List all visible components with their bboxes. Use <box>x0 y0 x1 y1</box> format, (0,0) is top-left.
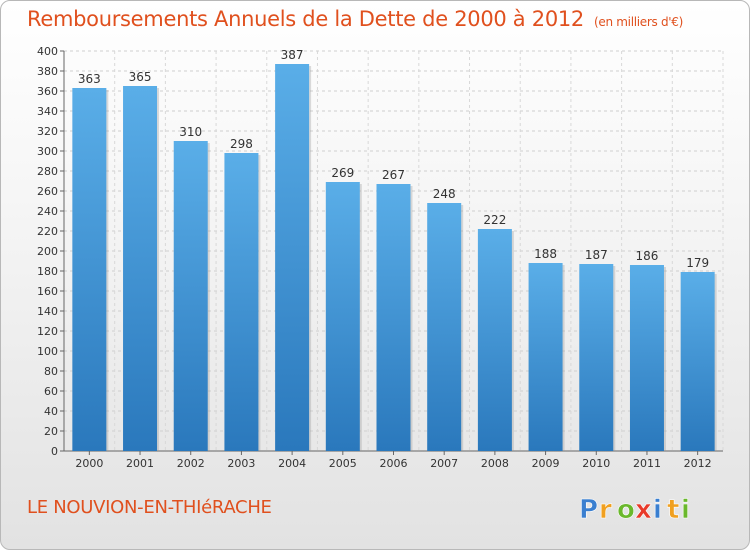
x-tick-label: 2007 <box>430 457 458 470</box>
x-tick-label: 2004 <box>278 457 306 470</box>
bar-2001 <box>123 86 158 451</box>
bar-2004 <box>275 64 310 451</box>
bar-2006 <box>376 184 411 451</box>
logo-letter: t <box>667 495 679 525</box>
y-tick-label: 320 <box>37 125 58 138</box>
x-tick-label: 2011 <box>633 457 661 470</box>
bar-2005 <box>325 182 360 451</box>
data-label: 179 <box>686 256 709 270</box>
x-tick-label: 2006 <box>380 457 408 470</box>
data-labels: 363 365 310 298 387 269 267 248 222 188 187 186 179 <box>78 48 709 270</box>
y-tick-label: 380 <box>37 65 58 78</box>
y-tick-label: 20 <box>44 425 58 438</box>
x-tick-label: 2002 <box>177 457 205 470</box>
data-label: 248 <box>433 187 456 201</box>
bar-2010 <box>579 264 614 451</box>
data-label: 310 <box>179 125 202 139</box>
y-tick-label: 220 <box>37 225 58 238</box>
y-tick-label: 60 <box>44 385 58 398</box>
x-tick-label: 2012 <box>684 457 712 470</box>
chart-title: Remboursements Annuels de la Dette de 20… <box>27 7 683 31</box>
y-tick-label: 140 <box>37 305 58 318</box>
chart-title-text: Remboursements Annuels de la Dette de 20… <box>27 7 584 31</box>
y-tick-label: 340 <box>37 105 58 118</box>
logo-letter: o <box>617 495 635 525</box>
bar-2002 <box>173 141 208 451</box>
bar-2008 <box>477 229 512 451</box>
y-tick-label: 80 <box>44 365 58 378</box>
bar-2009 <box>528 263 563 451</box>
y-tick-label: 360 <box>37 85 58 98</box>
x-tick-label: 2009 <box>532 457 560 470</box>
data-label: 187 <box>585 248 608 262</box>
bar-2000 <box>72 88 107 451</box>
logo-letter: i <box>653 495 662 525</box>
data-label: 188 <box>534 247 557 261</box>
x-tick-label: 2005 <box>329 457 357 470</box>
city-name: LE NOUVION-EN-THIéRACHE <box>27 497 272 518</box>
bar-2012 <box>680 272 715 451</box>
bar-2003 <box>224 153 259 451</box>
y-tick-label: 260 <box>37 185 58 198</box>
unit-note: (en milliers d'€) <box>594 15 684 29</box>
y-tick-label: 100 <box>37 345 58 358</box>
data-label: 267 <box>382 168 405 182</box>
data-label: 269 <box>331 166 354 180</box>
y-tick-label: 280 <box>37 165 58 178</box>
x-tick-label: 2003 <box>227 457 255 470</box>
y-tick-label: 0 <box>51 445 58 458</box>
logo-letter: r <box>599 495 612 525</box>
bar-2007 <box>427 203 462 451</box>
bars <box>72 64 717 451</box>
data-label: 186 <box>636 249 659 263</box>
x-tick-label: 2008 <box>481 457 509 470</box>
y-tick-label: 300 <box>37 145 58 158</box>
y-tick-label: 120 <box>37 325 58 338</box>
y-tick-label: 400 <box>37 45 58 58</box>
data-label: 363 <box>78 72 101 86</box>
y-tick-label: 180 <box>37 265 58 278</box>
y-tick-label: 200 <box>37 245 58 258</box>
y-tick-label: 160 <box>37 285 58 298</box>
logo-letter: x <box>635 495 652 525</box>
data-label: 298 <box>230 137 253 151</box>
bar-2011 <box>629 265 664 451</box>
logo-letter: P <box>579 495 598 525</box>
y-tick-label: 40 <box>44 405 58 418</box>
data-label: 365 <box>129 70 152 84</box>
data-label: 222 <box>483 213 506 227</box>
y-tick-label: 240 <box>37 205 58 218</box>
bar-chart: 0 20 40 60 80 100 120 140 160 180 200 220 240 260 280 3… <box>37 45 724 470</box>
x-tick-label: 2010 <box>582 457 610 470</box>
x-tick-label: 2001 <box>126 457 154 470</box>
logo-letter: i <box>681 495 690 525</box>
data-label: 387 <box>281 48 304 62</box>
x-tick-label: 2000 <box>75 457 103 470</box>
